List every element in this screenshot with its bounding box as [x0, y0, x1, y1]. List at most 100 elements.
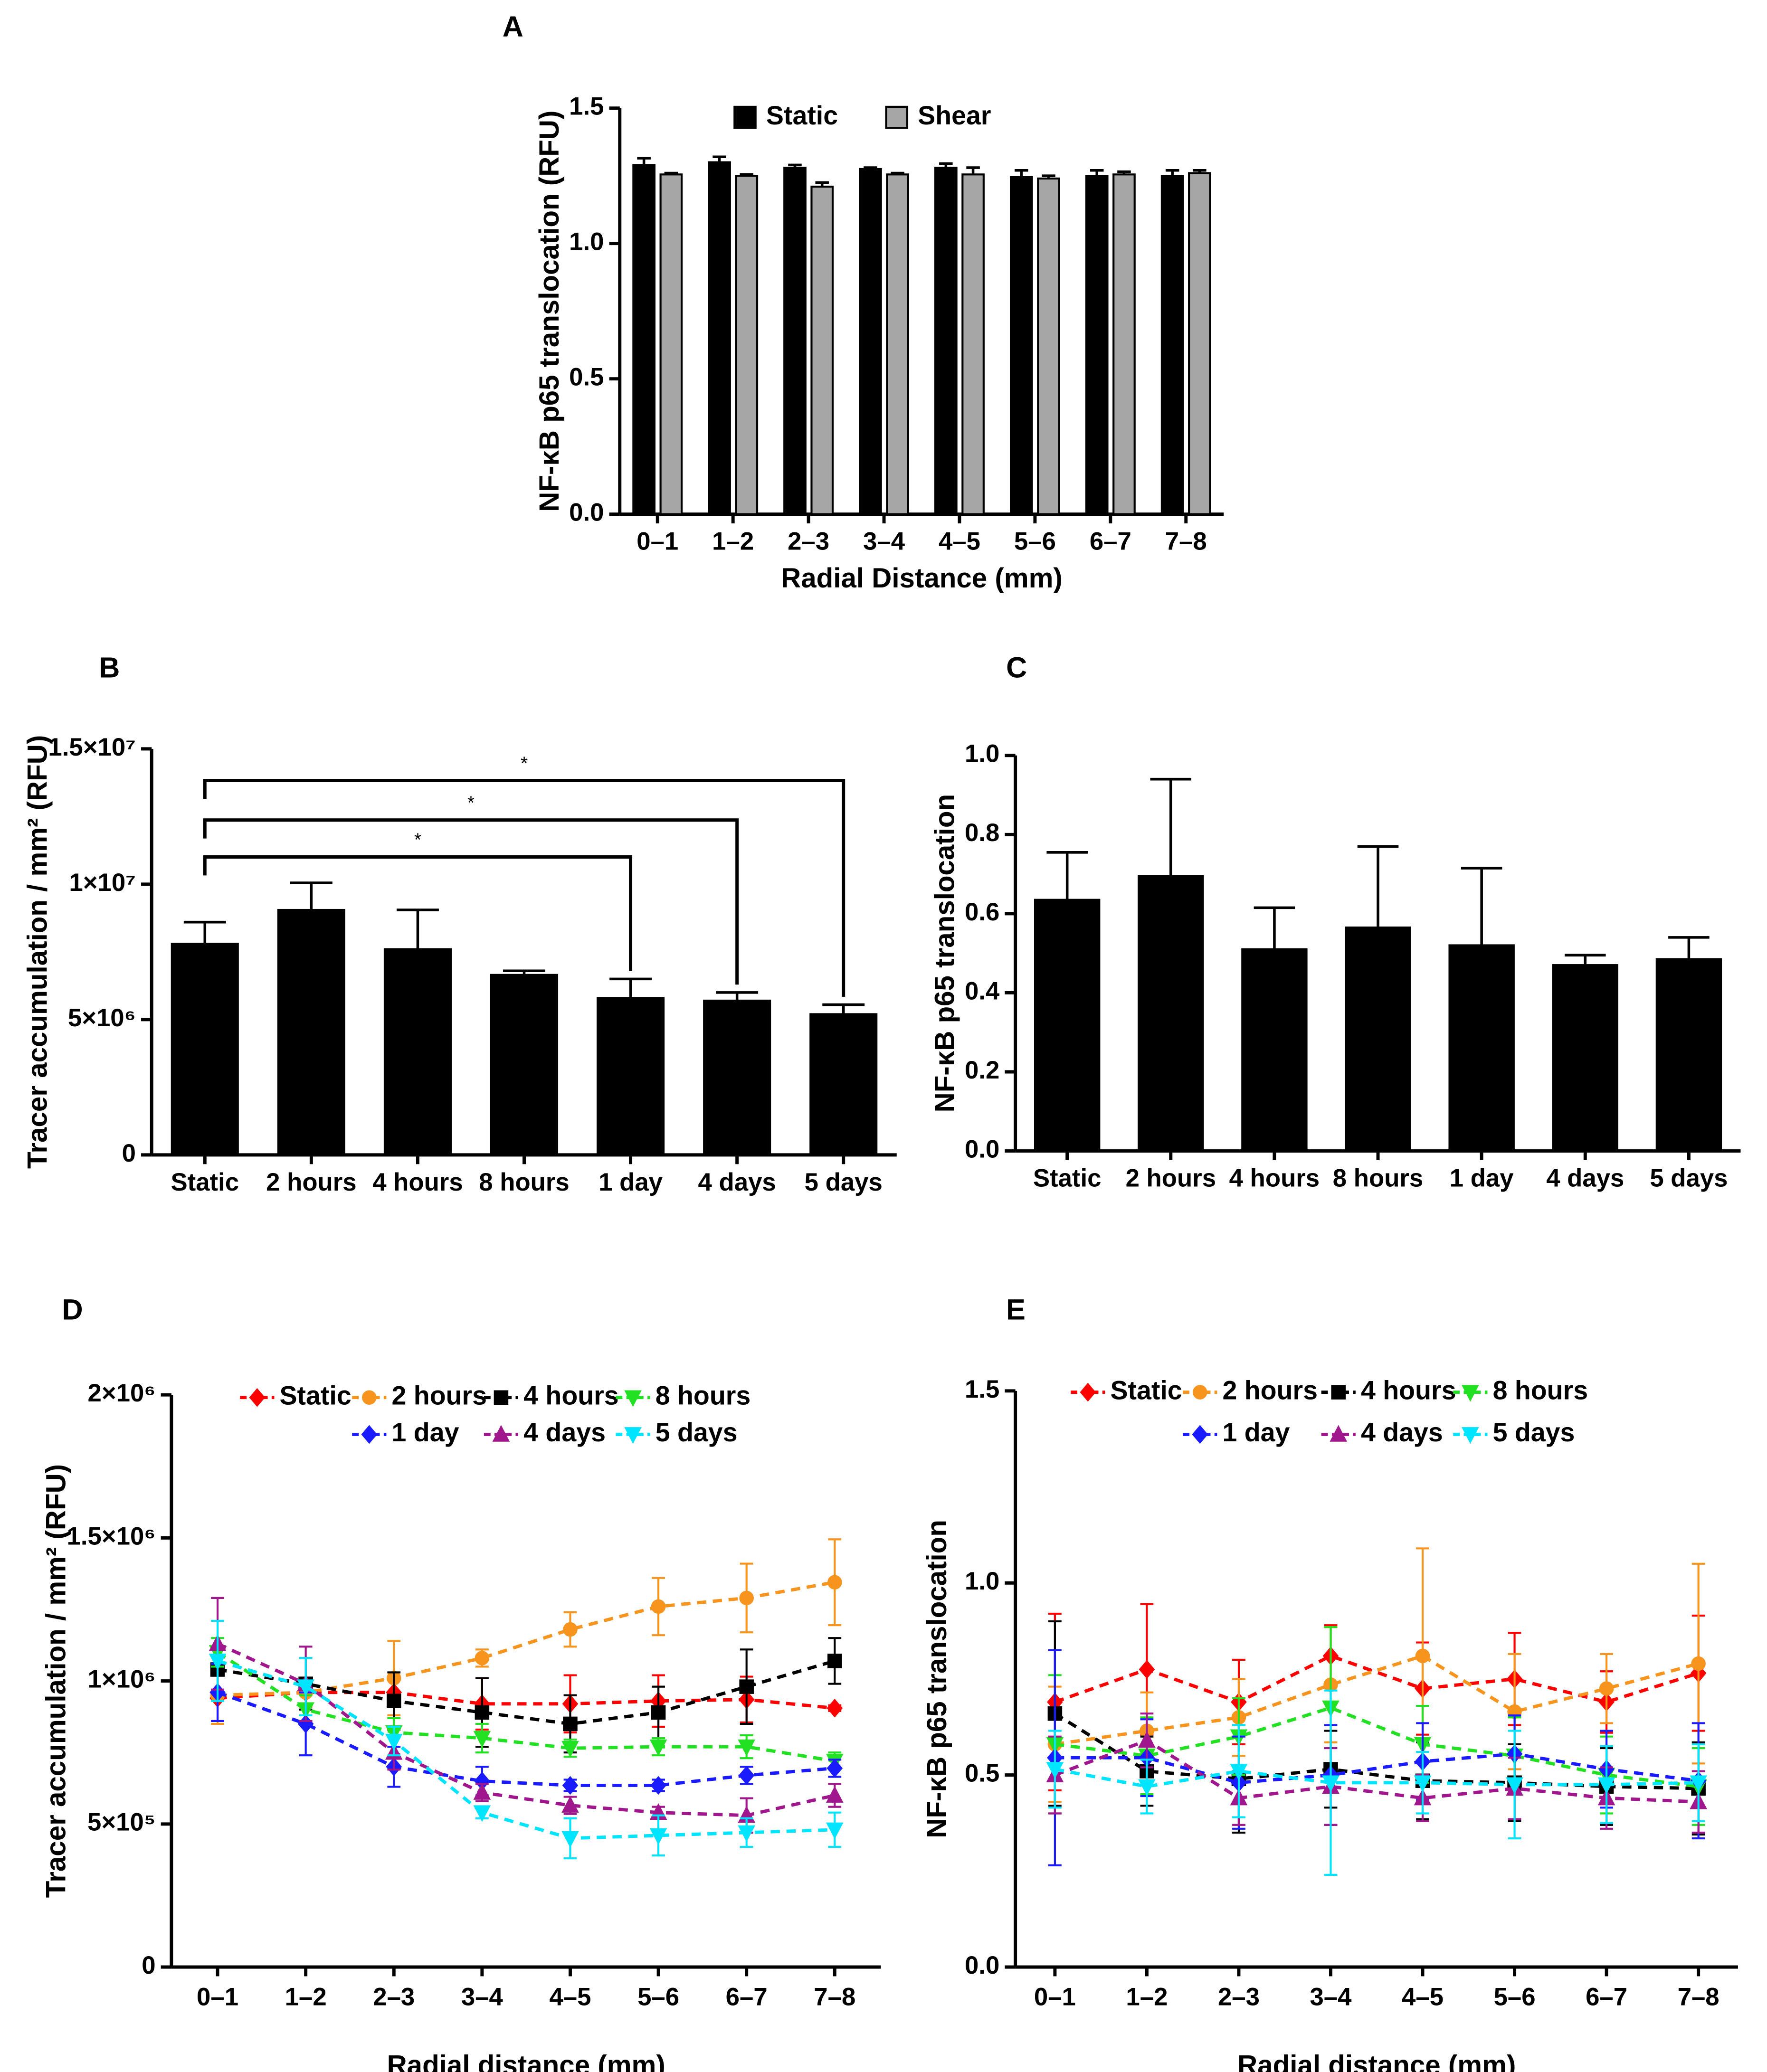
bar — [1037, 177, 1060, 515]
y-tick-label: 0.0 — [965, 1135, 999, 1164]
x-tick-label: 4–5 — [549, 1983, 591, 2011]
bar — [703, 999, 771, 1156]
x-tick-label: 1 day — [598, 1168, 663, 1196]
y-tick-label: 0.4 — [965, 977, 1000, 1005]
marker — [1690, 1775, 1707, 1792]
series-line — [1054, 1706, 1699, 1788]
bar — [809, 1013, 878, 1156]
x-tick-label: 0–1 — [1034, 1983, 1076, 2011]
x-tick-label: 8 hours — [1333, 1164, 1423, 1192]
marker — [826, 1759, 843, 1778]
error-bar — [822, 1003, 865, 1014]
legend-marker — [1330, 1425, 1348, 1442]
panel-label: A — [503, 10, 523, 43]
marker — [1597, 1777, 1615, 1794]
significance-bracket — [203, 855, 633, 971]
significance-bracket — [203, 779, 846, 997]
legend-label: 4 days — [523, 1418, 606, 1447]
x-tick-label: 3–4 — [1310, 1983, 1352, 2011]
error-bar — [1254, 906, 1295, 949]
bar — [1241, 948, 1308, 1152]
series-line — [1054, 1752, 1699, 1785]
y-tick-label: 5×10⁶ — [68, 1004, 136, 1032]
marker — [826, 1822, 844, 1839]
legend-marker — [1331, 1385, 1346, 1400]
x-axis-label: Radial distance (mm) — [387, 2050, 665, 2072]
significance-label: * — [414, 830, 421, 850]
x-tick-label: 6–7 — [1090, 528, 1131, 556]
x-tick-label: 5–6 — [1494, 1983, 1536, 2011]
marker — [738, 1825, 756, 1842]
bar — [1085, 175, 1109, 515]
significance-label: * — [521, 753, 528, 774]
x-tick-label: 2–3 — [788, 528, 829, 556]
marker — [1138, 1731, 1156, 1748]
marker — [827, 1654, 842, 1668]
y-tick-label: 1.5×10⁶ — [67, 1522, 156, 1550]
y-tick-label: 0.0 — [569, 499, 604, 527]
legend-swatch — [885, 105, 909, 129]
panel-label: C — [1006, 651, 1027, 683]
x-tick-label: 1–2 — [1126, 1983, 1168, 2011]
legend-label: 2 hours — [1222, 1375, 1318, 1405]
x-axis-label: Radial distance (mm) — [1237, 2050, 1516, 2072]
bar — [783, 166, 807, 515]
x-tick-label: 3–4 — [461, 1983, 504, 2011]
marker — [1599, 1681, 1614, 1696]
significance-bracket — [203, 818, 739, 985]
marker — [563, 1716, 578, 1731]
bar — [1138, 875, 1204, 1152]
x-tick-label: 5 days — [805, 1168, 883, 1196]
legend-label: Shear — [918, 101, 991, 130]
significance-label: * — [467, 793, 475, 814]
bar — [1034, 899, 1101, 1152]
legend-label: 5 days — [1493, 1418, 1575, 1447]
bar — [171, 943, 239, 1156]
marker — [1138, 1779, 1156, 1796]
series-line — [1054, 1654, 1699, 1704]
marker — [826, 1786, 844, 1803]
y-tick-label: 0.0 — [965, 1951, 999, 1979]
bar — [859, 168, 882, 515]
marker — [651, 1599, 666, 1614]
error-bar — [609, 977, 652, 998]
error-bar — [716, 991, 759, 1001]
bar — [632, 164, 656, 515]
y-tick-label: 0.5 — [965, 1760, 999, 1788]
bar — [1009, 176, 1033, 515]
x-tick-label: 5–6 — [637, 1983, 679, 2011]
x-tick-label: 7–8 — [814, 1983, 855, 2011]
y-tick-label: 1.0 — [965, 740, 999, 768]
x-tick-label: 1–2 — [712, 528, 754, 556]
marker — [473, 1805, 491, 1822]
marker — [738, 1739, 756, 1756]
error-bar — [183, 920, 226, 944]
y-tick-label: 1×10⁶ — [88, 1665, 156, 1694]
marker — [1415, 1648, 1430, 1664]
x-tick-label: 4–5 — [939, 528, 980, 556]
series-line — [1054, 1738, 1699, 1804]
bar — [597, 997, 665, 1156]
marker — [473, 1731, 491, 1748]
legend-label: 8 hours — [1493, 1375, 1588, 1405]
y-tick-label: 1.5 — [965, 1375, 999, 1403]
marker — [1414, 1775, 1432, 1792]
x-tick-label: 2 hours — [1126, 1164, 1216, 1192]
bar — [277, 908, 345, 1156]
marker — [297, 1714, 314, 1733]
y-tick-label: 1×10⁷ — [69, 869, 136, 897]
legend-marker — [494, 1390, 509, 1405]
legend-label: 4 hours — [523, 1381, 619, 1410]
error-bar — [1565, 954, 1606, 965]
bar — [1345, 926, 1411, 1152]
legend-marker — [1193, 1385, 1207, 1400]
marker — [561, 1831, 579, 1848]
legend-label: 5 days — [656, 1418, 738, 1447]
legend-marker — [1192, 1425, 1208, 1444]
x-tick-label: 4 hours — [372, 1168, 463, 1196]
error-bar — [290, 881, 332, 910]
bar — [1188, 172, 1211, 515]
y-tick-label: 1.0 — [965, 1567, 999, 1595]
legend-label: 4 hours — [1361, 1375, 1456, 1405]
